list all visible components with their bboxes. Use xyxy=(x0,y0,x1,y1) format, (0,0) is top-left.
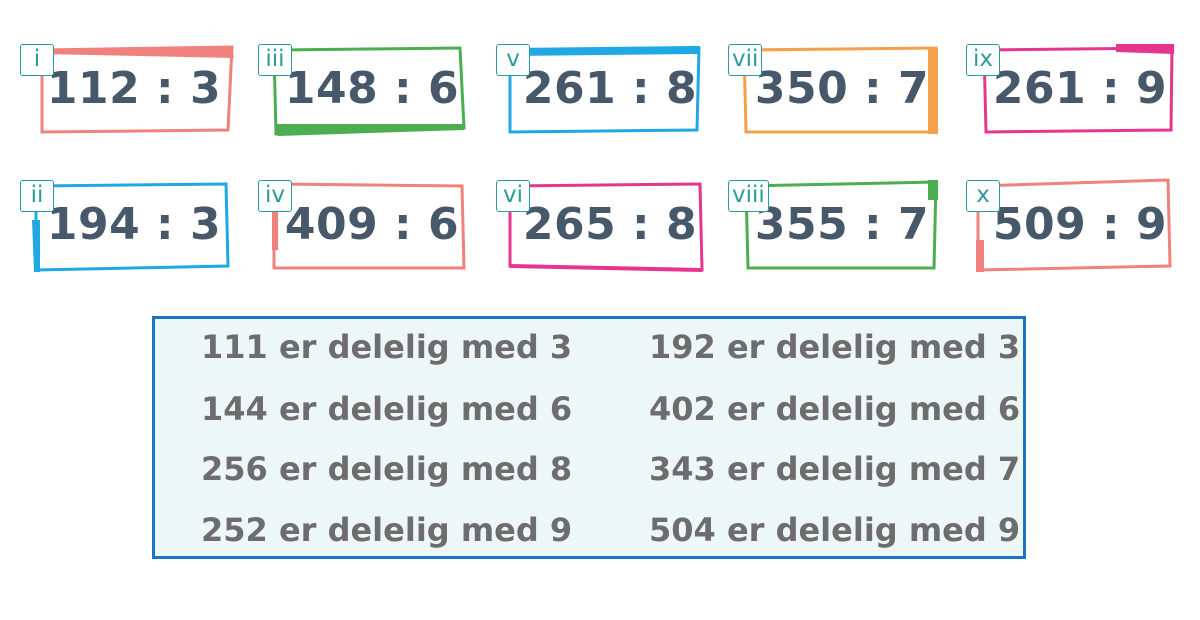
exercise-label: iii xyxy=(258,44,292,76)
card-frame xyxy=(982,44,1174,134)
card-frame xyxy=(976,178,1172,272)
answer-box: 111 er delelig med 3 144 er delelig med … xyxy=(152,316,1026,559)
card-frame-accent xyxy=(274,124,464,136)
card-frame xyxy=(744,180,938,270)
division-expression: 409 : 6 xyxy=(284,199,460,250)
division-expression: 265 : 8 xyxy=(522,199,698,250)
card-frame-accent xyxy=(32,220,40,272)
card-frame-outline xyxy=(744,180,938,270)
card-frame xyxy=(272,46,466,136)
exercise-label: v xyxy=(496,44,530,76)
division-expression: 194 : 3 xyxy=(46,199,222,250)
division-card-i: 112 : 3 i xyxy=(20,44,234,134)
card-frame-accent xyxy=(510,264,702,272)
division-card-iii: 148 : 6 iii xyxy=(258,44,468,136)
division-card-iv: 409 : 6 iv xyxy=(258,180,468,270)
answer-statement: 192 er delelig med 3 xyxy=(649,328,1021,366)
exercise-label: ii xyxy=(20,180,54,212)
card-frame xyxy=(40,45,234,134)
exercise-label: iv xyxy=(258,180,292,212)
exercise-label: viii xyxy=(728,180,769,212)
division-card-ix: 261 : 9 ix xyxy=(966,44,1176,134)
division-expression: 355 : 7 xyxy=(754,199,930,250)
answer-statement: 343 er delelig med 7 xyxy=(649,450,1021,488)
answer-statement: 252 er delelig med 9 xyxy=(201,511,573,549)
answer-statement: 111 er delelig med 3 xyxy=(201,328,573,366)
answer-statement: 402 er delelig med 6 xyxy=(649,390,1021,428)
division-card-viii: 355 : 7 viii xyxy=(728,180,938,270)
answer-statement: 504 er delelig med 9 xyxy=(649,511,1021,549)
card-frame xyxy=(32,182,230,272)
division-card-v: 261 : 8 v xyxy=(496,44,706,134)
division-card-vi: 265 : 8 vi xyxy=(496,180,706,272)
card-frame xyxy=(742,46,938,134)
exercise-label: x xyxy=(966,180,1000,212)
exercise-label: i xyxy=(20,44,54,76)
division-card-vii: 350 : 7 vii xyxy=(728,44,938,134)
card-frame-accent xyxy=(272,200,278,250)
exercise-label: ix xyxy=(966,44,1000,76)
card-frame-accent xyxy=(510,46,699,56)
division-expression: 261 : 9 xyxy=(992,63,1168,114)
exercise-label: vii xyxy=(728,44,763,76)
card-frame-accent xyxy=(928,48,938,134)
card-frame-accent xyxy=(976,240,984,272)
card-frame-accent xyxy=(1116,44,1174,54)
card-frame xyxy=(508,46,701,134)
division-expression: 261 : 8 xyxy=(522,63,698,114)
division-expression: 509 : 9 xyxy=(992,199,1168,250)
card-frame xyxy=(508,182,704,272)
card-frame xyxy=(272,182,466,270)
division-card-ii: 194 : 3 ii xyxy=(20,180,230,272)
card-frame-outline xyxy=(982,46,1174,134)
card-frame-accent xyxy=(42,47,234,58)
exercise-label: vi xyxy=(496,180,530,212)
division-expression: 112 : 3 xyxy=(46,63,222,114)
answer-statement: 256 er delelig med 8 xyxy=(201,450,573,488)
division-expression: 148 : 6 xyxy=(284,63,460,114)
card-frame-accent xyxy=(928,180,938,200)
division-expression: 350 : 7 xyxy=(754,63,930,114)
division-card-x: 509 : 9 x xyxy=(966,178,1176,272)
answer-statement: 144 er delelig med 6 xyxy=(201,390,573,428)
